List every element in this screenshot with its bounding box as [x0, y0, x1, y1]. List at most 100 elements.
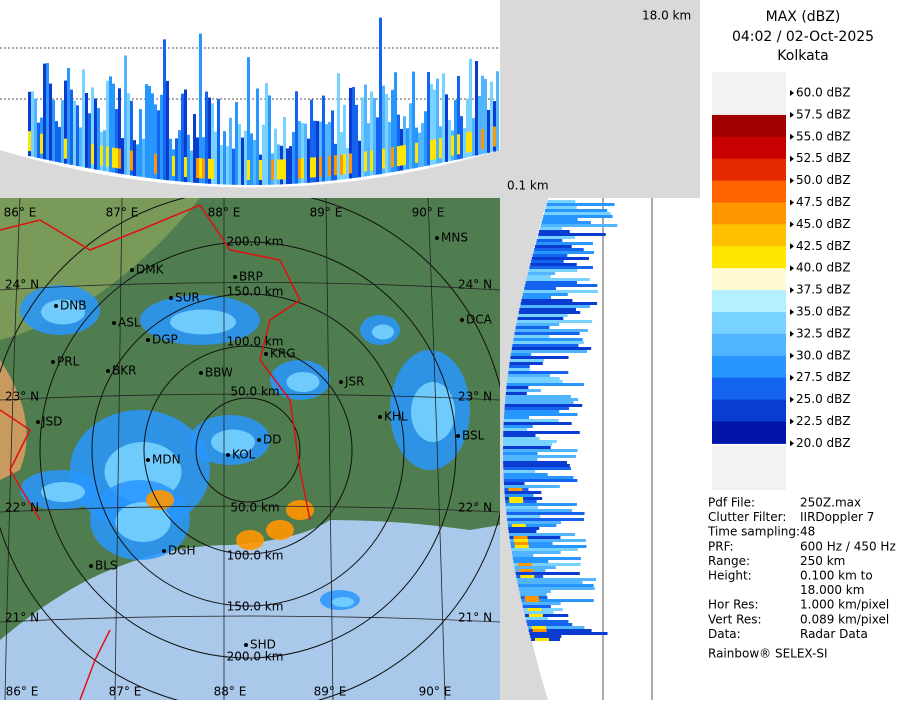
echo-row — [510, 545, 587, 548]
top-profile-echoes — [28, 17, 499, 185]
echo-column — [148, 86, 151, 179]
info-panel: Pdf File: 250Z.max Clutter Filter: IIRDoppl… — [707, 496, 896, 661]
top-height-label: 18.0 km — [642, 9, 691, 23]
echo-column — [346, 147, 349, 179]
echo-core — [28, 131, 31, 152]
echo-column — [385, 93, 388, 174]
echo-column — [406, 128, 409, 170]
echoes — [20, 285, 470, 610]
echo-column — [298, 120, 301, 184]
echo-column — [496, 71, 499, 151]
city-dot — [257, 438, 261, 442]
legend-tick — [790, 199, 794, 206]
echo-column — [283, 116, 286, 185]
echo-column — [226, 145, 229, 185]
map — [0, 198, 500, 700]
legend-time: 04:02 / 02-Oct-2025 — [732, 29, 874, 45]
echo-row — [542, 218, 578, 221]
echo-column — [232, 148, 235, 185]
echo-row — [526, 278, 590, 281]
range-label: 200.0 km — [227, 650, 284, 664]
echo-core — [277, 159, 280, 180]
legend-label: 50.0 dBZ — [796, 173, 851, 187]
range-label: 50.0 km — [230, 385, 279, 399]
info-value: 1.000 km/pixel — [800, 598, 889, 612]
echo-core — [525, 599, 540, 602]
echo-row — [518, 311, 581, 314]
legend-site: Kolkata — [777, 48, 828, 64]
echo-column — [418, 132, 421, 168]
echo-column — [136, 144, 139, 177]
legend-label: 60.0 dBZ — [796, 86, 851, 100]
echo-core — [520, 575, 535, 578]
echo-column — [286, 148, 289, 185]
echo-core — [508, 488, 523, 491]
echo-core — [100, 145, 103, 166]
echo-column — [163, 39, 166, 180]
echo-row — [521, 299, 573, 302]
echo-column — [289, 146, 292, 184]
echo-core — [517, 563, 532, 566]
range-label: 150.0 km — [227, 600, 284, 614]
range-rings — [0, 198, 500, 700]
echo-row — [515, 572, 580, 575]
echo-row — [539, 230, 570, 233]
legend-tick — [790, 440, 794, 447]
echo-row — [516, 323, 560, 326]
legend-swatch — [712, 333, 786, 357]
latitude-label: 21° N — [5, 611, 39, 625]
echo-core — [328, 155, 331, 176]
echo-column — [175, 138, 178, 182]
echo-column — [454, 99, 457, 160]
echo-row — [534, 245, 572, 248]
echo-column — [337, 73, 340, 180]
echo-column — [322, 95, 325, 182]
echo-core — [513, 536, 528, 539]
echo-column — [493, 101, 496, 152]
echo-core — [524, 596, 539, 599]
legend-swatch — [712, 355, 786, 379]
echo-column — [166, 80, 169, 181]
echo-column — [310, 99, 313, 183]
echo-row — [503, 425, 533, 428]
echo-row — [510, 356, 569, 359]
echo-core — [310, 157, 313, 178]
info-value: 48 — [800, 525, 815, 539]
city-label: BBW — [205, 366, 233, 380]
echo-row — [529, 632, 608, 635]
info-value: 600 Hz / 450 Hz — [800, 539, 896, 553]
city-dot — [169, 296, 173, 300]
echo-column — [391, 89, 394, 173]
legend-swatch — [712, 224, 786, 247]
echo-column — [412, 71, 415, 169]
echo-row — [503, 419, 559, 422]
longitude-label: 90° E — [419, 685, 452, 699]
echo-row — [544, 212, 611, 215]
echo-row — [524, 611, 554, 614]
echo-row — [513, 560, 549, 563]
echo-row — [503, 458, 538, 461]
echo-row — [508, 368, 530, 371]
city-dot — [130, 268, 134, 272]
echo-row — [505, 398, 579, 401]
echo-row — [510, 542, 553, 545]
echo-column — [142, 138, 145, 178]
echo-column — [394, 72, 397, 172]
echo-column — [292, 131, 295, 184]
legend-swatch — [712, 268, 786, 291]
legend-tick — [790, 111, 794, 118]
longitude-label: 89° E — [310, 206, 343, 220]
city-dot — [264, 352, 268, 356]
city-dot — [146, 338, 150, 342]
echo-column — [154, 104, 157, 179]
city-dot — [339, 380, 343, 384]
echo-column — [190, 150, 193, 183]
info-value: 0.089 km/pixel — [800, 612, 889, 626]
echo-column — [295, 91, 298, 184]
echo-row — [520, 302, 598, 305]
echo-area — [170, 309, 236, 335]
echo-row — [504, 407, 570, 410]
echo-row — [507, 377, 560, 380]
city-label: BSL — [462, 429, 485, 443]
echo-column — [307, 138, 310, 183]
